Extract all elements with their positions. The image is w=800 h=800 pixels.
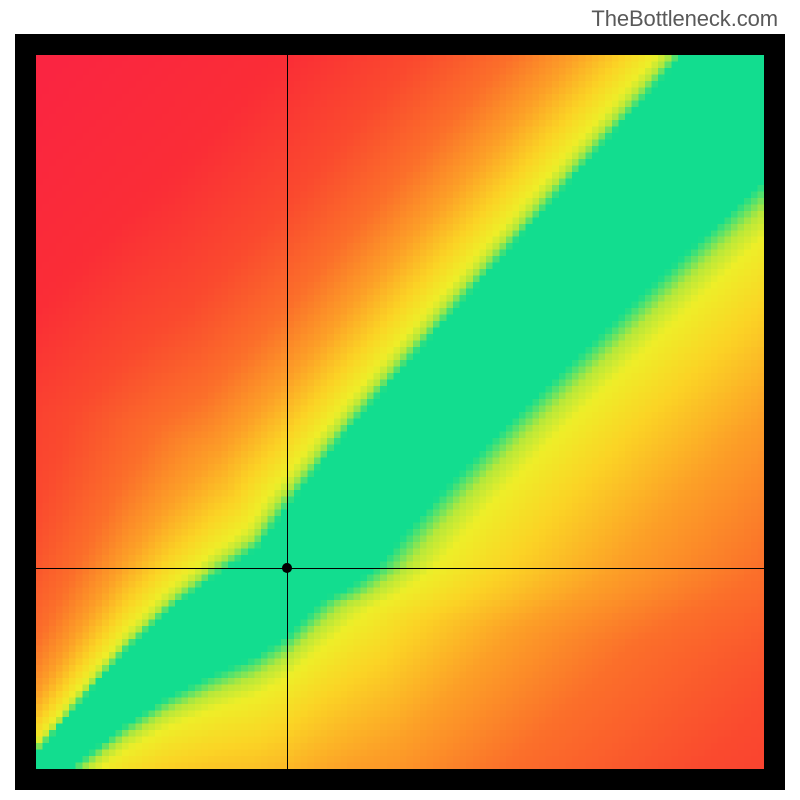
chart-container: TheBottleneck.com (0, 0, 800, 800)
crosshair-horizontal (36, 568, 764, 569)
heatmap-canvas (36, 55, 764, 769)
watermark-text: TheBottleneck.com (591, 6, 778, 32)
crosshair-vertical (287, 55, 288, 769)
crosshair-marker (281, 562, 293, 574)
